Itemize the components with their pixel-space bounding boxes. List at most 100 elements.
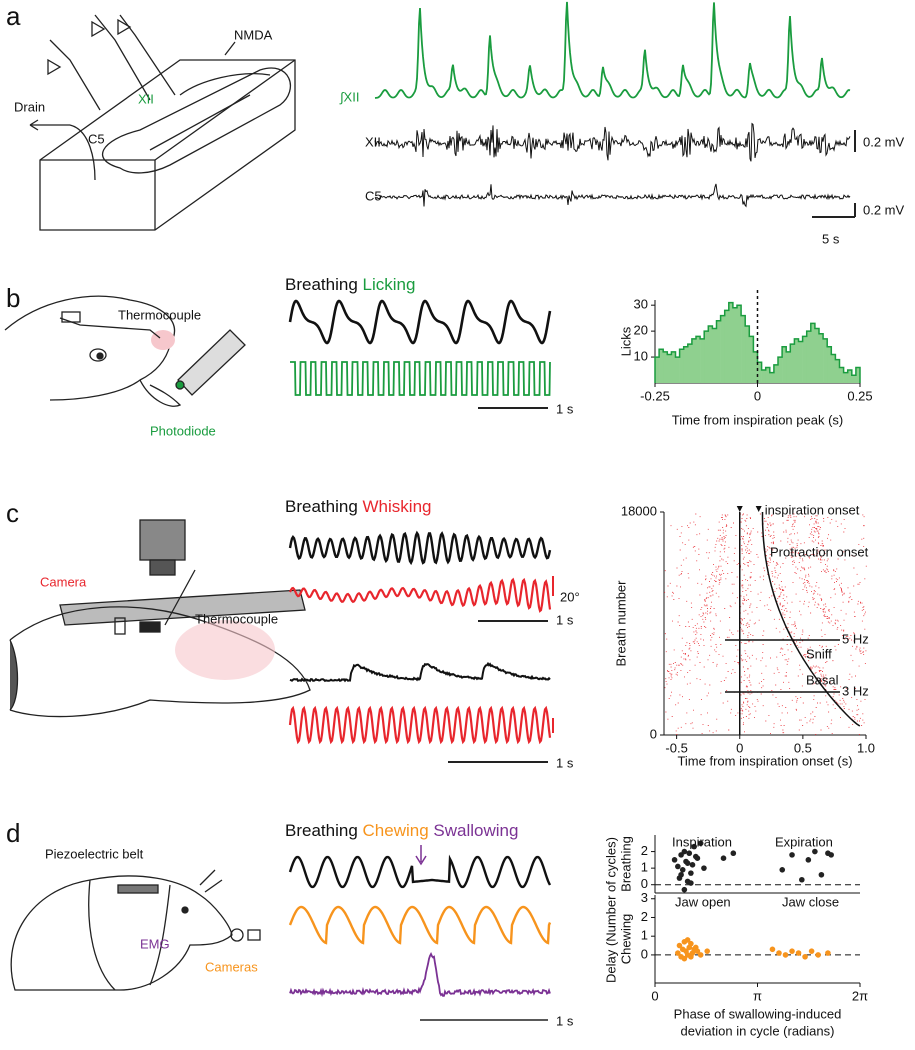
bar [773,364,779,383]
trace-label: XII [365,134,381,149]
rat-body-drawing [88,879,116,991]
trace [374,122,851,162]
bar [761,370,766,383]
annotation: Inspiration [672,834,732,849]
annotation: Sniff [806,646,832,661]
bar [786,351,791,383]
annotation: Cameras [205,959,258,974]
panel-label: b [6,283,20,313]
trace [290,361,551,396]
rat-head-drawing [96,352,104,360]
bar [827,346,832,383]
bar [847,370,853,383]
bar [823,338,828,383]
perfusion-schematic [49,14,176,111]
x-tick-label: -0.25 [640,388,670,403]
scale-label: 20° [560,589,580,604]
point [805,857,812,863]
x-tick-label: 2π [852,988,868,1003]
bar [696,336,701,383]
y-tick-label: 2 [641,843,648,858]
annotation: XII [138,91,154,106]
point [818,871,825,878]
point [681,848,688,855]
annotation: Camera [40,574,87,589]
point [671,857,678,863]
trace [374,183,851,208]
perfusion-schematic [154,59,296,161]
point [776,950,782,956]
rat-head-drawing [139,379,182,407]
point [720,855,727,861]
bar [683,346,689,383]
bar [765,367,771,383]
scale-label: 1 s [556,401,574,416]
trace [288,577,552,613]
legend-text: Whisking [363,497,432,516]
y-tick-label: 1 [641,928,648,943]
rat-body-drawing [149,884,171,986]
rat-head-drawing [89,348,107,362]
y-tick-label: 0 [650,726,657,741]
rat-head-drawing [175,380,185,390]
period-curve [761,512,861,727]
trace [288,705,552,745]
point [678,871,684,878]
raster-dots [664,513,867,735]
scale-label: 0.2 mV [863,134,905,149]
y-tick-label: 2 [641,909,648,924]
bar [835,359,840,383]
rat-whisker-drawing [9,519,311,718]
perfusion-schematic [29,119,70,131]
scale-bar [812,130,856,218]
rat-whisker-drawing [149,559,176,576]
bar [810,323,816,383]
trace [288,854,552,889]
point [802,953,808,960]
rat-whisker-drawing [164,569,196,626]
bar [851,375,857,383]
axis-label: Delay (Number of cycles) [603,837,618,983]
annotation: Basal [806,672,839,687]
bar [708,325,713,383]
scale-bar [415,845,427,866]
bar [839,367,844,383]
point [799,876,805,883]
panel-label: c [6,498,19,528]
point [697,952,704,958]
bar [778,357,783,383]
panel-label: d [6,818,20,848]
rat-whisker-drawing [9,606,311,718]
rat-whisker-drawing [139,519,186,561]
perfusion-schematic [179,73,271,96]
annotation: C5 [88,131,105,146]
bar [720,315,725,383]
trace-title: Breathing Whisking [285,497,431,516]
scale-bar [448,576,554,763]
x-tick-label: 1.0 [857,740,875,755]
axis-label: deviation in cycle (radians) [681,1023,835,1038]
legend-text: Chewing [363,821,429,840]
legend-text: Breathing [285,497,358,516]
y-tick-label: 30 [634,297,648,312]
trace [374,1,851,99]
perfusion-schematic [69,124,96,181]
trace [288,299,552,345]
axis-label: Phase of swallowing-induced [674,1006,842,1021]
point [825,950,831,956]
scale-bar [415,845,548,1021]
bar [753,351,758,383]
axis-label: Breath number [613,580,628,667]
axis-label: Breathing [618,836,633,892]
bar [757,362,762,383]
bar [737,305,742,383]
rat-whisker-drawing [175,620,275,680]
bar [814,328,820,383]
rat-body-drawing [247,929,261,941]
axis-label: Licks [618,326,633,356]
axis-label: Chewing [618,914,633,965]
rat-whisker-drawing [9,639,19,711]
x-tick-label: -0.5 [665,740,687,755]
point [701,865,707,871]
trace-label: C5 [365,188,382,203]
